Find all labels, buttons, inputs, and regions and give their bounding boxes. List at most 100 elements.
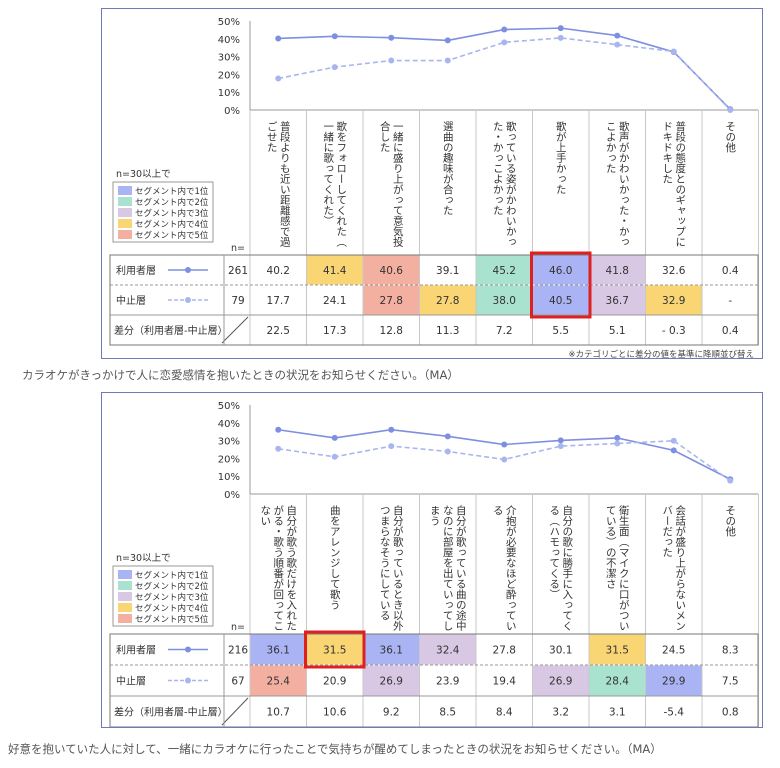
y-tick-label: 20%	[218, 454, 240, 465]
y-tick-label: 40%	[218, 419, 240, 430]
category-label: 自分の歌に勝手に入ってく自分の歌に勝手に入ってくる（ハモってくる）	[561, 504, 573, 631]
n-value: 67	[231, 676, 244, 688]
category-label: 介抱が必要なほど酔ってい介抱が必要なほど酔っている	[505, 505, 517, 631]
data-table-frame	[109, 254, 759, 346]
table-cell: 38.0	[493, 295, 516, 307]
series-0-point	[557, 437, 564, 444]
category-label-line: ドキドキした	[661, 121, 673, 184]
category-label-line: た・かっこよかった	[492, 121, 504, 216]
table-cell: 32.4	[436, 645, 460, 657]
table-cell: 9.2	[383, 707, 400, 719]
row-label: 中止層	[116, 675, 146, 688]
table-cell: - 0.3	[662, 325, 686, 337]
legend-item: セグメント内で1位	[135, 570, 209, 581]
legend-swatch	[118, 208, 132, 217]
category-label-line: 合した	[379, 120, 391, 152]
rank-cell-fill	[420, 634, 476, 665]
category-label-line: なのに部屋を出ていってし	[442, 505, 454, 631]
series-1-point	[557, 34, 564, 41]
series-0-point	[614, 32, 621, 39]
category-label: 曲をアレンジして歌う曲をアレンジして歌う	[329, 505, 341, 610]
table-cell: 24.5	[662, 645, 685, 657]
legend-swatch	[118, 614, 132, 623]
table-cell: 7.5	[722, 676, 739, 688]
row-label: 差分（利用者層-中止層）	[114, 706, 228, 719]
table-cell: 0.4	[722, 325, 739, 337]
category-label-line: ている）の不潔さ	[605, 505, 617, 589]
legend-item: セグメント内で2位	[135, 581, 209, 592]
table-cell: 41.4	[323, 265, 347, 277]
rank-cell-fill	[363, 255, 419, 285]
category-label: 歌声がかわいかった・かっ歌声がかわいかった・かっこよかった	[618, 120, 630, 247]
y-tick-label: 10%	[218, 472, 240, 483]
chart-panel-1: 50% 40% 30% 20% 10% 0% 普段よりも近い距離感で過普段よりも近い距離感で…	[101, 8, 763, 360]
series-1-point	[331, 453, 338, 460]
row-label: 中止層	[116, 294, 146, 307]
rank-cell-fill	[363, 285, 419, 315]
table-cell: 36.1	[267, 645, 290, 657]
legend-title: n=30以上で	[116, 169, 171, 180]
rank-cell-fill	[476, 285, 532, 315]
category-label-line: ない	[259, 505, 271, 526]
series-line-1	[278, 37, 731, 111]
series-0-point	[388, 426, 395, 433]
table-cell: 25.4	[267, 676, 291, 688]
series-0-point	[614, 434, 621, 441]
table-cell: 5.5	[552, 325, 569, 337]
table-cell: -	[728, 295, 732, 307]
table-cell: 3.1	[609, 707, 626, 719]
series-0-point	[331, 434, 338, 441]
row-legend-marker	[185, 297, 191, 303]
series-1-point	[557, 443, 564, 450]
legend-swatch	[118, 603, 132, 612]
category-label: 歌が上手かった歌が上手かった	[555, 120, 567, 194]
rank-cell-fill	[533, 285, 589, 315]
table-cell: 24.1	[323, 295, 346, 307]
legend-item: セグメント内で3位	[135, 592, 209, 603]
row-legend-marker	[185, 677, 191, 684]
table-cell: 10.7	[267, 707, 290, 719]
table-cell: 46.0	[549, 265, 572, 277]
table-cell: 40.2	[267, 265, 290, 277]
category-label: 選曲の趣味が合った選曲の趣味が合った	[442, 120, 454, 215]
series-1-point	[388, 443, 395, 450]
series-1-point	[614, 41, 621, 48]
rank-cell-fill	[307, 255, 363, 285]
table-cell: 8.4	[496, 707, 513, 719]
table-cell: 23.9	[436, 676, 459, 688]
chart-1-svg: 50% 40% 30% 20% 10% 0% 普段よりも近い距離感で過普段よりも近い距離感で…	[109, 17, 759, 360]
table-cell: 26.9	[380, 676, 403, 688]
category-label-line: こよかった	[605, 121, 617, 174]
legend-title: n=30以上で	[116, 553, 171, 564]
table-cell: 27.8	[493, 645, 516, 657]
series-0-point	[444, 433, 451, 440]
diagonal-slash	[221, 697, 249, 726]
rank-cell-fill	[533, 665, 589, 696]
table-cell: 39.1	[436, 265, 459, 277]
table-cell: 20.9	[323, 676, 346, 688]
rank-cell-fill	[589, 285, 645, 315]
rank-cell-fill	[589, 255, 645, 285]
rank-cell-fill	[533, 255, 589, 285]
category-label: 歌っている姿がかわいかっ歌っている姿がかわいかった・かっこよかった	[505, 120, 517, 247]
category-label: その他その他	[724, 121, 736, 153]
legend-item: セグメント内で3位	[135, 208, 209, 219]
row-label: 差分（利用者層-中止層）	[114, 324, 228, 337]
series-1-point	[331, 64, 338, 71]
legend-swatch	[118, 197, 132, 206]
table-cell: 40.5	[549, 295, 572, 307]
category-label-line: 一緒に歌ってくれた）	[322, 121, 334, 226]
diagonal-slash	[221, 316, 249, 344]
chart-panel-2: 50% 40% 30% 20% 10% 0% 自分が歌う歌だけを入れた自分が歌う歌だけを入れ…	[101, 392, 763, 742]
n-value: 261	[228, 265, 248, 277]
category-label: 一緒に盛り上がって意気投一緒に盛り上がって意気投合した	[392, 121, 404, 248]
row-legend-marker	[185, 646, 191, 653]
rank-cell-fill	[363, 665, 419, 696]
n-value: 79	[231, 295, 244, 307]
category-label-line: ごせた	[266, 121, 278, 153]
table-cell: 8.3	[722, 645, 739, 657]
rank-cell-fill	[307, 634, 363, 665]
series-0-point	[670, 447, 677, 454]
legend-swatch	[118, 581, 132, 590]
